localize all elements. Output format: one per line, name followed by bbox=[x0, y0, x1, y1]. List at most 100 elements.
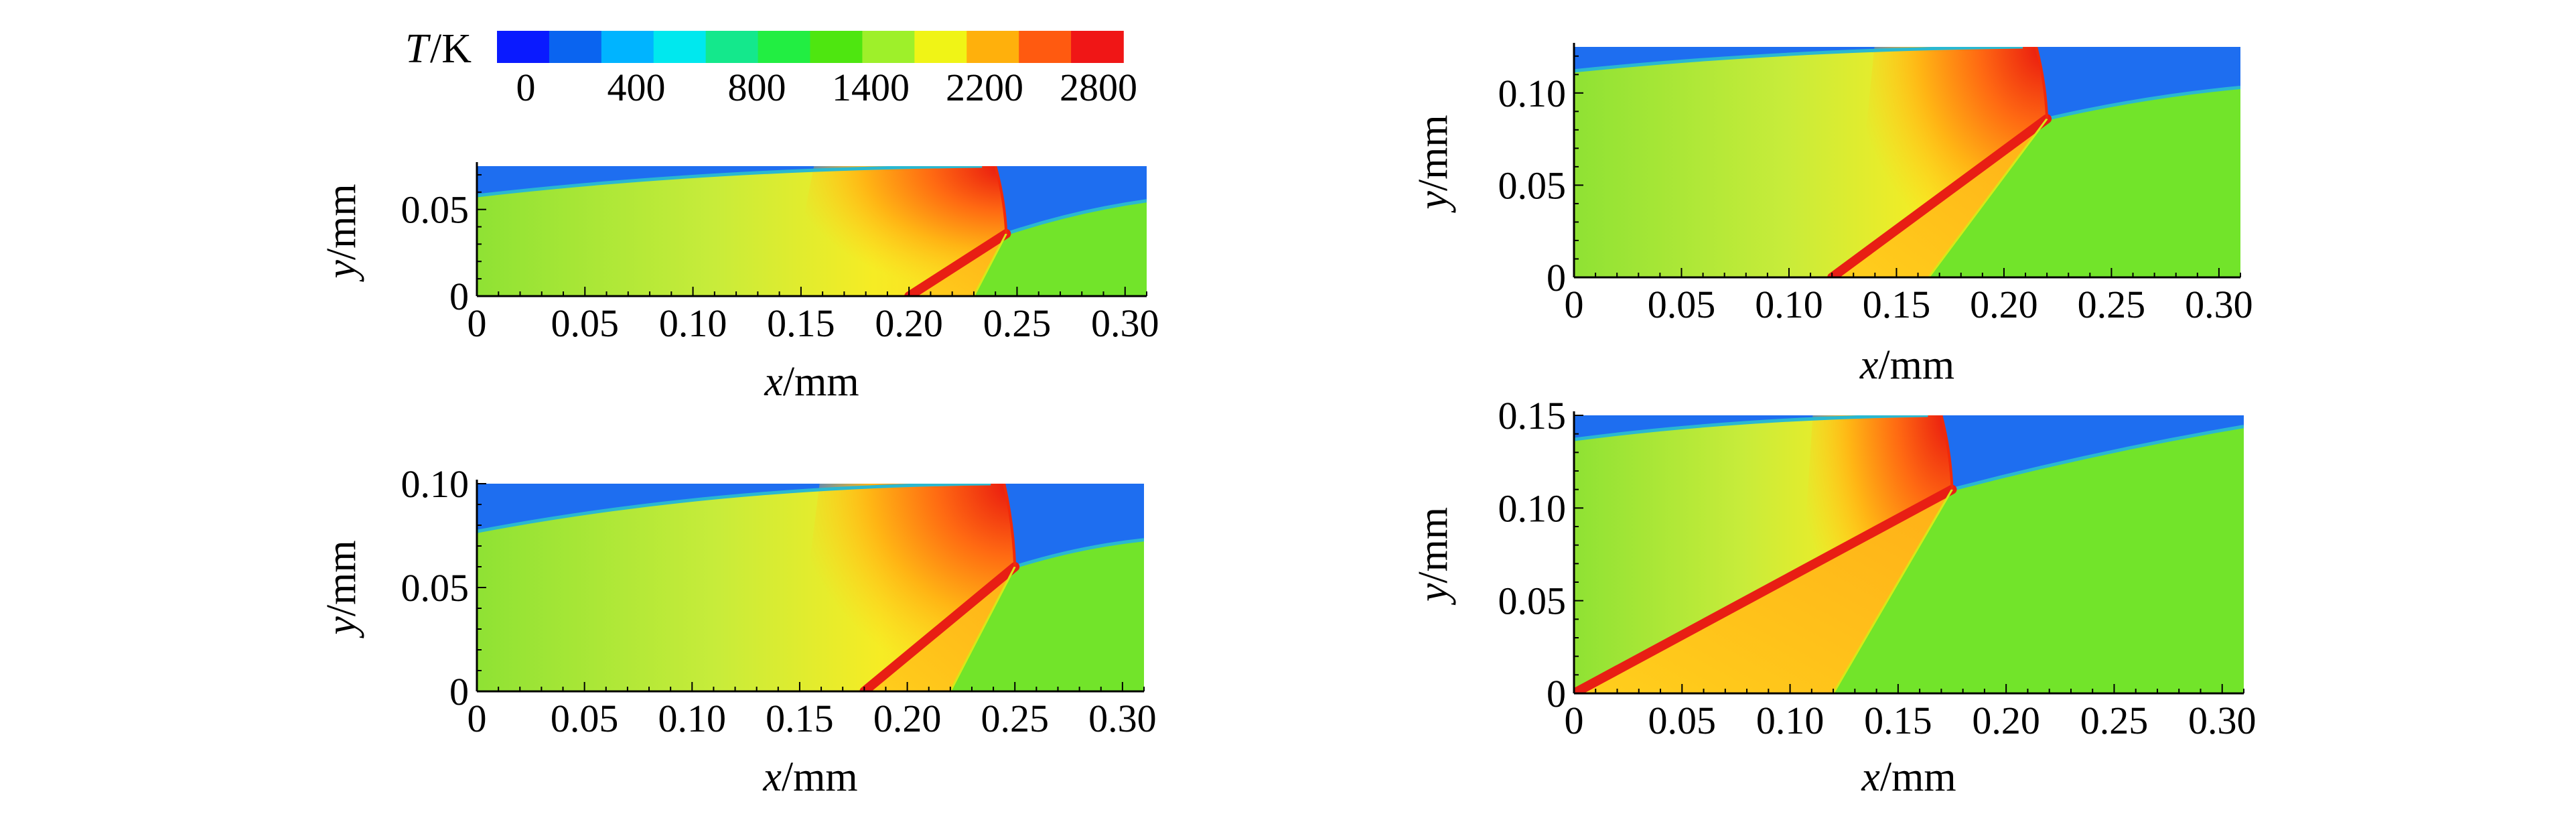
y-tick-label: 0.05 bbox=[1498, 163, 1567, 207]
y-axis-title: y/mm bbox=[1411, 507, 1456, 606]
axes: 0 0.05 0.10 0.15 0.20 0.25 0.30 0 0.05 x/mm y/mm bbox=[319, 162, 1159, 405]
x-tick-label: 0.10 bbox=[658, 697, 727, 740]
x-tick-label: 0.10 bbox=[659, 301, 727, 345]
oblique-shock bbox=[973, 233, 1007, 296]
x-tick-label: 0 bbox=[1565, 699, 1584, 742]
x-axis-title: x/mm bbox=[764, 359, 859, 405]
colorbar-swatch bbox=[862, 31, 916, 63]
colorbar-swatch bbox=[497, 31, 550, 63]
x-tick-label: 0.15 bbox=[767, 301, 835, 345]
colorbar-swatch bbox=[549, 31, 602, 63]
contour-panel-top-right: 0 0.05 0.10 0.15 0.20 0.25 0.30 0 0.05 0.10 x/mm y/… bbox=[1411, 43, 2253, 388]
x-tick-label: 0.20 bbox=[873, 697, 942, 740]
mixing-layer-left bbox=[1574, 415, 1928, 441]
mixing-layer-left bbox=[1574, 47, 2023, 73]
colorbar-labels: 0 400 800 1400 2200 2800 bbox=[516, 66, 1138, 109]
flame-front bbox=[859, 562, 1020, 691]
oblique-shock bbox=[1928, 118, 2048, 277]
y-axis-title: y/mm bbox=[319, 184, 364, 282]
x-tick-label: 0.15 bbox=[1863, 283, 1931, 326]
axes: 0 0.05 0.10 0.15 0.20 0.25 0.30 0 0.05 0.10 x/mm y/… bbox=[1411, 43, 2253, 388]
x-tick-label: 0.25 bbox=[2080, 699, 2149, 742]
detonation-front bbox=[1940, 415, 1954, 490]
x-tick-label: 0.25 bbox=[981, 697, 1049, 740]
colorbar-title-symbol: T bbox=[405, 26, 431, 72]
y-tick-label: 0.05 bbox=[401, 566, 470, 610]
detonation-front bbox=[2035, 47, 2049, 119]
colorbar-swatches bbox=[497, 31, 1124, 63]
colorbar-title-unit: /K bbox=[430, 26, 472, 72]
axes: 0 0.05 0.10 0.15 0.20 0.25 0.30 0 0.05 0.10 0.15 x/… bbox=[1411, 394, 2256, 800]
flame-front bbox=[1827, 114, 2052, 277]
mixing-layer-left bbox=[477, 166, 983, 198]
x-tick-label: 0.15 bbox=[766, 697, 834, 740]
mixing-layer-left bbox=[477, 484, 991, 533]
y-axis-title: y/mm bbox=[1411, 115, 1456, 213]
colorbar-swatch bbox=[810, 31, 863, 63]
temperature-field bbox=[1574, 415, 2244, 693]
x-tick-label: 0.30 bbox=[2188, 699, 2257, 742]
y-tick-label: 0 bbox=[449, 275, 469, 318]
y-tick-label: 0 bbox=[449, 670, 469, 713]
colorbar-label: 2200 bbox=[946, 66, 1023, 109]
mixing-layer-right bbox=[2046, 86, 2240, 121]
flame-front bbox=[904, 228, 1011, 296]
colorbar-label: 400 bbox=[607, 66, 666, 109]
x-tick-label: 0.10 bbox=[1756, 699, 1824, 742]
x-tick-label: 0.05 bbox=[1648, 699, 1717, 742]
colorbar-swatch bbox=[653, 31, 707, 63]
colorbar-swatch bbox=[1071, 31, 1124, 63]
x-tick-label: 0 bbox=[468, 301, 487, 345]
x-tick-label: 0.10 bbox=[1755, 283, 1823, 326]
x-tick-label: 0.25 bbox=[2078, 283, 2146, 326]
colorbar-swatch bbox=[1019, 31, 1072, 63]
x-tick-label: 0.30 bbox=[1088, 697, 1157, 740]
y-tick-label: 0.05 bbox=[401, 188, 470, 232]
mixing-layer-right bbox=[1014, 538, 1144, 569]
mixing-layer-right bbox=[1951, 425, 2244, 492]
temperature-field bbox=[477, 166, 1147, 296]
axes: 0 0.05 0.10 0.15 0.20 0.25 0.30 0 0.05 0.10 x/mm y/… bbox=[319, 462, 1157, 800]
fresh-mixture-region bbox=[1833, 426, 2244, 693]
contour-panel-bottom-right: 0 0.05 0.10 0.15 0.20 0.25 0.30 0 0.05 0.10 0.15 x/… bbox=[1411, 394, 2256, 800]
x-tick-label: 0.20 bbox=[875, 301, 943, 345]
x-tick-label: 0.05 bbox=[551, 301, 620, 345]
y-axis-title: y/mm bbox=[319, 540, 364, 638]
y-tick-label: 0.05 bbox=[1498, 579, 1567, 623]
contour-panel-bottom-left: 0 0.05 0.10 0.15 0.20 0.25 0.30 0 0.05 0.10 x/mm y/… bbox=[319, 462, 1157, 800]
colorbar-swatch bbox=[758, 31, 811, 63]
colorbar-label: 2800 bbox=[1060, 66, 1137, 109]
colorbar-swatch bbox=[967, 31, 1019, 63]
temperature-field bbox=[477, 484, 1144, 691]
colorbar-label: 800 bbox=[728, 66, 786, 109]
x-tick-label: 0 bbox=[468, 697, 487, 740]
x-axis-title: x/mm bbox=[762, 754, 857, 800]
y-tick-label: 0.10 bbox=[1498, 486, 1567, 530]
y-tick-label: 0.15 bbox=[1498, 394, 1567, 437]
y-tick-label: 0 bbox=[1547, 256, 1566, 299]
x-tick-label: 0.30 bbox=[1091, 301, 1159, 345]
y-tick-label: 0 bbox=[1547, 672, 1566, 715]
x-tick-label: 0 bbox=[1565, 283, 1584, 326]
y-tick-label: 0.10 bbox=[1498, 72, 1567, 115]
x-tick-label: 0.25 bbox=[983, 301, 1052, 345]
fresh-mixture-region bbox=[1928, 87, 2240, 277]
x-tick-label: 0.30 bbox=[2185, 283, 2253, 326]
detonation-front bbox=[1003, 484, 1017, 567]
colorbar-swatch bbox=[914, 31, 968, 63]
colorbar: T /K 0 400 800 1400 2200 2800 bbox=[405, 26, 1137, 109]
temperature-field bbox=[1574, 47, 2240, 277]
x-tick-label: 0.05 bbox=[551, 697, 619, 740]
x-tick-label: 0.15 bbox=[1864, 699, 1932, 742]
mixing-layer-right bbox=[1005, 199, 1147, 236]
x-tick-label: 0.20 bbox=[1970, 283, 2038, 326]
contour-panel-top-left: 0 0.05 0.10 0.15 0.20 0.25 0.30 0 0.05 x/mm y/mm bbox=[319, 162, 1159, 405]
detonation-front bbox=[994, 166, 1008, 234]
y-tick-label: 0.10 bbox=[401, 462, 470, 506]
x-axis-title: x/mm bbox=[1859, 342, 1954, 388]
colorbar-label: 0 bbox=[516, 66, 536, 109]
x-tick-label: 0.05 bbox=[1648, 283, 1716, 326]
colorbar-label: 1400 bbox=[832, 66, 910, 109]
